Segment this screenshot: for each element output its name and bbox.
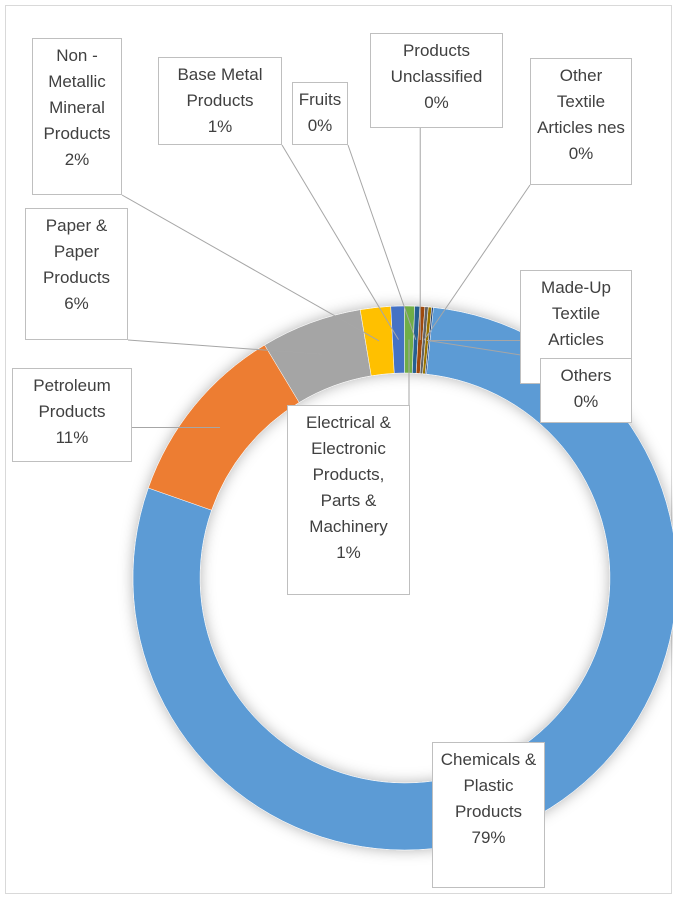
data-label: Base Metal Products 1%	[158, 57, 282, 145]
slice	[132, 307, 673, 851]
label-value: 0%	[424, 93, 449, 112]
data-label: Petroleum Products 11%	[12, 368, 132, 462]
label-name: Electrical & Electronic Products, Parts …	[305, 413, 392, 536]
data-label: Electrical & Electronic Products, Parts …	[287, 405, 410, 595]
leader-line	[281, 144, 399, 340]
label-name: Paper & Paper Products	[42, 216, 111, 287]
label-name: Fruits	[298, 90, 342, 109]
label-value: 79%	[471, 828, 506, 847]
label-name: Non - Metallic Mineral Products	[43, 46, 111, 143]
data-label: Others 0%	[540, 358, 632, 423]
label-name: Products Unclassified	[390, 41, 483, 86]
data-label: Chemicals & Plastic Products 79%	[432, 742, 545, 888]
data-label: Products Unclassified 0%	[370, 33, 503, 128]
label-value: 0%	[568, 144, 594, 163]
data-label: Fruits 0%	[292, 82, 348, 145]
data-label: Other Textile Articles nes 0%	[530, 58, 632, 185]
label-value: 0%	[573, 392, 599, 411]
data-label: Paper & Paper Products 6%	[25, 208, 128, 340]
label-name: Base Metal Products	[177, 65, 263, 110]
label-value: 6%	[64, 294, 89, 313]
data-label: Non - Metallic Mineral Products 2%	[32, 38, 122, 195]
label-value: 0%	[307, 116, 333, 135]
label-name: Others	[560, 366, 612, 385]
leader-line	[423, 184, 531, 341]
label-value: 11%	[55, 428, 89, 447]
leader-lines	[121, 128, 541, 429]
label-value: 2%	[64, 150, 90, 169]
leader-line	[121, 194, 380, 342]
label-name: Petroleum Products	[33, 376, 111, 421]
label-value: 1%	[207, 117, 233, 136]
label-name: Made-Up Textile Articles	[541, 278, 611, 349]
doughnut	[132, 305, 673, 851]
label-name: Chemicals & Plastic Products	[440, 750, 537, 821]
label-value: 1%	[336, 543, 361, 562]
chart-frame	[5, 5, 672, 894]
leader-line	[127, 339, 323, 355]
label-name: Other Textile Articles nes	[537, 66, 625, 137]
leader-line	[347, 144, 417, 340]
